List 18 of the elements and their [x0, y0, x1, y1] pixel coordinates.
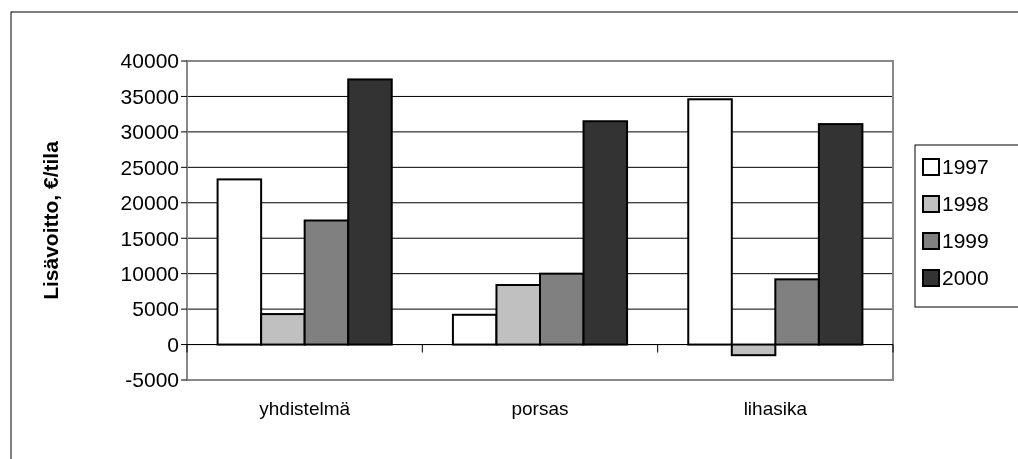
legend-label: 1999 [942, 229, 989, 253]
x-tick-label: yhdistelmä [259, 398, 351, 419]
y-tick-label: 15000 [120, 226, 179, 250]
legend-label: 1997 [942, 155, 989, 179]
y-tick-label: 0 [167, 332, 179, 356]
legend-label: 2000 [942, 266, 989, 290]
y-tick-label: 35000 [120, 84, 179, 108]
y-tick-label: 30000 [120, 120, 179, 144]
y-tick-label: 40000 [120, 49, 179, 73]
y-tick-label: 25000 [120, 155, 179, 179]
y-tick-label: 5000 [132, 297, 179, 321]
x-tick-label: lihasika [743, 398, 808, 419]
y-tick-label: -5000 [125, 368, 179, 392]
y-axis-title: Lisävoitto, €/tila [39, 140, 62, 300]
legend-label: 1998 [942, 192, 989, 216]
x-tick-label: porsas [511, 398, 569, 419]
y-tick-label: 10000 [120, 262, 179, 286]
y-tick-label: 20000 [120, 191, 179, 215]
